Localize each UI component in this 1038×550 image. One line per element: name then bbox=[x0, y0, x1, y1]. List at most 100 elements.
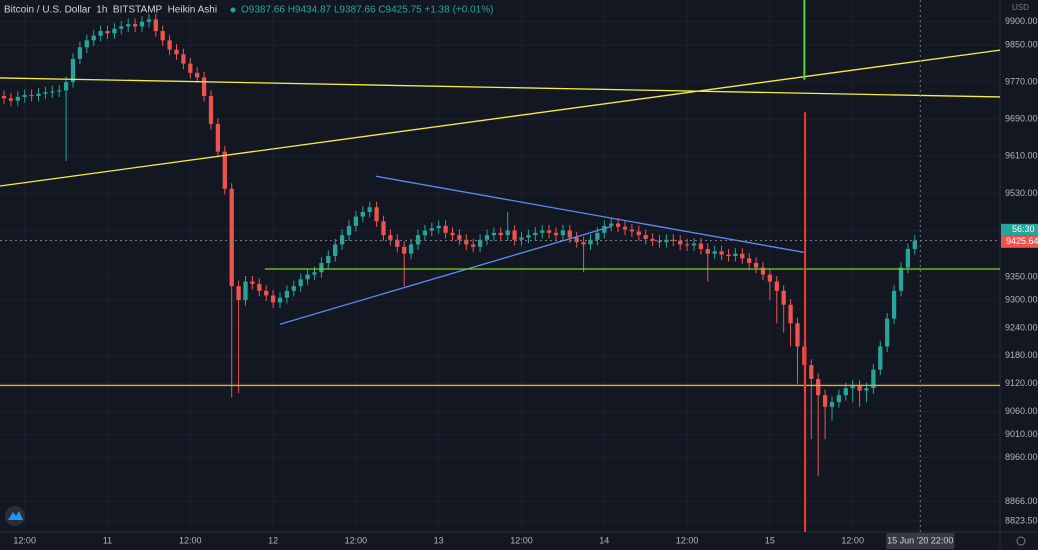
candle-body bbox=[774, 281, 779, 291]
crosshair-time-box bbox=[886, 533, 955, 549]
candle-body bbox=[236, 286, 241, 301]
candle-body bbox=[229, 188, 234, 287]
last-price-label: 9425.64 bbox=[1006, 236, 1038, 246]
candle-body bbox=[753, 262, 759, 268]
candle-body bbox=[705, 249, 710, 254]
candle-body bbox=[277, 297, 283, 303]
y-tick-label: 9010.00 bbox=[1005, 429, 1038, 439]
y-tick-label: 9120.00 bbox=[1005, 378, 1038, 388]
candle-body bbox=[733, 253, 738, 257]
candle-body bbox=[553, 232, 559, 236]
candle-body bbox=[284, 290, 290, 298]
candle-body bbox=[326, 256, 331, 263]
y-tick-label: 9770.00 bbox=[1005, 76, 1038, 86]
x-tick-label: 12:00 bbox=[13, 535, 36, 545]
candle-body bbox=[781, 290, 786, 305]
candle-body bbox=[477, 239, 483, 247]
candle-body bbox=[243, 281, 248, 301]
candle-body bbox=[119, 26, 124, 29]
candle-body bbox=[629, 229, 635, 232]
last-price-box bbox=[1001, 235, 1038, 248]
candle-body bbox=[615, 223, 621, 227]
candle-body bbox=[885, 318, 890, 347]
candle-body bbox=[112, 28, 117, 34]
candle-body bbox=[450, 232, 455, 236]
candle-body bbox=[726, 254, 731, 257]
candle-body bbox=[795, 323, 800, 347]
candle-body bbox=[360, 211, 365, 217]
y-tick-label: 9850.00 bbox=[1005, 39, 1038, 49]
candle-body bbox=[305, 274, 310, 280]
settings-button[interactable] bbox=[1016, 536, 1026, 546]
candle-body bbox=[222, 151, 227, 189]
candle-body bbox=[195, 72, 200, 78]
x-tick-label: 13 bbox=[434, 535, 444, 545]
candle-body bbox=[402, 246, 407, 254]
candle-body bbox=[464, 239, 469, 245]
trend-line bbox=[0, 77, 1001, 98]
candle-body bbox=[174, 49, 179, 55]
candle-body bbox=[533, 232, 538, 236]
candle-body bbox=[567, 230, 572, 238]
crosshair-time-label: 15 Jun '20 22:00 bbox=[887, 535, 953, 545]
candle-body bbox=[270, 295, 276, 303]
candle-body bbox=[471, 244, 476, 247]
candle-body bbox=[512, 230, 517, 240]
x-tick-label: 12 bbox=[268, 535, 278, 545]
x-tick-label: 11 bbox=[103, 535, 112, 545]
candle-body bbox=[581, 242, 586, 245]
candle-body bbox=[871, 369, 876, 389]
ohlc-legend: O9387.66 H9434.87 L9387.66 C9425.75 +1.3… bbox=[241, 5, 493, 16]
x-tick-label: 12:00 bbox=[841, 535, 864, 545]
candle-body bbox=[636, 231, 641, 236]
candle-body bbox=[181, 54, 186, 64]
candle-body bbox=[381, 221, 386, 236]
candle-body bbox=[98, 31, 103, 36]
y-tick-label: 9530.00 bbox=[1005, 188, 1038, 198]
candle-body bbox=[146, 19, 152, 22]
candle-body bbox=[408, 244, 414, 254]
candle-body bbox=[622, 226, 628, 230]
candle-body bbox=[843, 388, 848, 396]
candle-body bbox=[257, 283, 262, 291]
candle-body bbox=[519, 237, 524, 240]
candle-body bbox=[36, 93, 41, 97]
candle-body bbox=[298, 279, 303, 287]
candle-body bbox=[864, 388, 869, 391]
y-tick-label: 8866.00 bbox=[1005, 496, 1038, 506]
logo-icon[interactable] bbox=[8, 511, 23, 520]
candle-body bbox=[560, 230, 566, 236]
candle-body bbox=[719, 251, 724, 255]
candle-body bbox=[740, 253, 745, 259]
candle-body bbox=[415, 235, 421, 245]
trend-line bbox=[279, 225, 613, 325]
candle-body bbox=[809, 365, 814, 379]
y-tick-label: 9900.00 bbox=[1005, 16, 1038, 26]
candle-body bbox=[15, 96, 20, 101]
candle-body bbox=[388, 235, 393, 240]
candle-body bbox=[822, 395, 828, 407]
candle-body bbox=[602, 225, 607, 233]
candle-body bbox=[850, 385, 855, 389]
candle-body bbox=[698, 243, 704, 250]
candle-body bbox=[264, 290, 269, 296]
candle-body bbox=[574, 237, 579, 243]
candle-body bbox=[167, 40, 172, 50]
candle-body bbox=[905, 249, 911, 268]
candle-body bbox=[671, 239, 676, 241]
y-tick-label: 9240.00 bbox=[1005, 322, 1038, 332]
candle-body bbox=[546, 230, 552, 233]
plot bbox=[0, 0, 1001, 532]
candle-body bbox=[498, 232, 503, 236]
candle-body bbox=[63, 82, 69, 91]
logo[interactable] bbox=[5, 506, 25, 526]
candle-body bbox=[836, 395, 842, 403]
candle-body bbox=[312, 272, 317, 275]
candle-body bbox=[250, 281, 255, 284]
candle-body bbox=[395, 239, 400, 247]
candle-body bbox=[201, 77, 207, 97]
x-tick-label: 12:00 bbox=[345, 535, 368, 545]
trend-line bbox=[375, 175, 804, 253]
candle-body bbox=[526, 235, 531, 238]
